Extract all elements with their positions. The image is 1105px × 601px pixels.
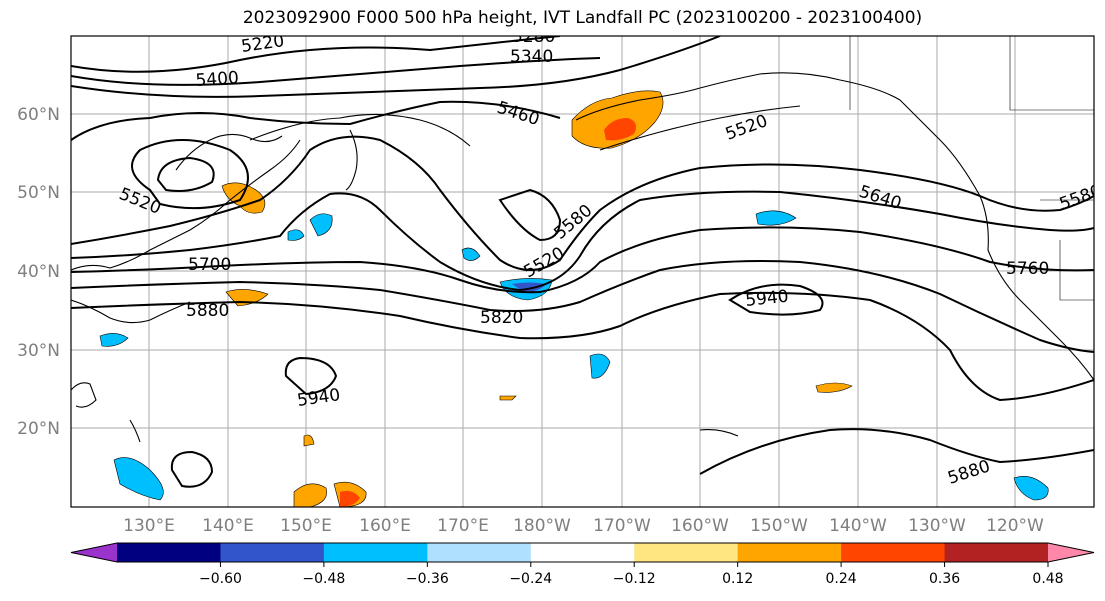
lon-label: 150°W [750, 516, 808, 536]
contour-label: 5280 [512, 27, 555, 47]
ivt-positive-area [815, 382, 853, 393]
lon-label: 160°W [671, 516, 729, 536]
contour-label: 5760 [1006, 259, 1049, 279]
ivt-shading [99, 90, 1049, 507]
ivt-positive-core [604, 118, 636, 141]
colorbar-segment [737, 543, 842, 562]
lat-label: 30°N [17, 341, 60, 361]
ivt-positive-area [303, 434, 315, 447]
lon-label: 140°E [202, 516, 254, 536]
latitude-labels: 60°N 50°N 40°N 30°N 20°N [17, 105, 60, 439]
colorbar-tick-label: 0.24 [826, 571, 857, 587]
lon-label: 130°E [123, 516, 175, 536]
map-frame [70, 35, 1095, 508]
colorbar: −0.60 −0.48 −0.36 −0.24 −0.12 0.12 0.24 0.36 0.4… [70, 542, 1095, 587]
lon-label: 120°W [986, 516, 1044, 536]
lon-label: 140°W [829, 516, 887, 536]
ivt-negative-area [287, 229, 305, 241]
contour-label: 5220 [240, 31, 286, 57]
lon-label: 130°W [908, 516, 966, 536]
lat-label: 50°N [17, 183, 60, 203]
map-title: 2023092900 F000 500 hPa height, IVT Land… [242, 8, 923, 28]
ivt-negative-area [589, 353, 611, 379]
colorbar-tick-label: −0.24 [509, 571, 552, 587]
lon-label: 180°W [513, 516, 571, 536]
ivt-negative-area [1013, 476, 1049, 501]
colorbar-tick-label: 0.12 [722, 571, 753, 587]
contour-label: 5400 [195, 68, 240, 91]
colorbar-tick-label: −0.36 [406, 571, 449, 587]
ivt-positive-area [293, 483, 327, 507]
ivt-negative-area [113, 457, 164, 501]
contour-label: 5340 [510, 47, 553, 67]
colorbar-tick-label: 0.48 [1032, 571, 1063, 587]
colorbar-tick-label: −0.60 [199, 571, 242, 587]
ivt-positive-core [340, 490, 360, 507]
ivt-negative-area [309, 213, 333, 237]
lat-label: 20°N [17, 419, 60, 439]
contour-label: 5820 [480, 308, 523, 328]
longitude-labels: 130°E 140°E 150°E 160°E 170°E 180°W 170°… [123, 516, 1044, 536]
height-contours [71, 36, 1094, 488]
lon-label: 170°E [437, 516, 489, 536]
contour-label: 5880 [186, 301, 229, 321]
lon-label: 160°E [359, 516, 411, 536]
colorbar-segment [944, 543, 1049, 562]
ivt-negative-area [461, 247, 481, 261]
colorbar-segment [427, 543, 532, 562]
colorbar-segment [634, 543, 739, 562]
lat-label: 60°N [17, 105, 60, 125]
colorbar-segment [530, 543, 635, 562]
colorbar-segment [220, 543, 325, 562]
ivt-positive-area [499, 395, 517, 401]
colorbar-segment [117, 543, 221, 562]
ivt-negative-area [99, 333, 129, 347]
colorbar-outline [70, 542, 1095, 563]
lon-label: 150°E [280, 516, 332, 536]
colorbar-segment [323, 543, 428, 562]
lon-label: 170°W [593, 516, 651, 536]
colorbar-extension-low [71, 543, 117, 562]
lat-label: 40°N [17, 262, 60, 282]
colorbar-tick-label: −0.12 [613, 571, 656, 587]
colorbar-segment [841, 543, 946, 562]
colorbar-tick-label: 0.36 [929, 571, 960, 587]
colorbar-tick-label: −0.48 [302, 571, 345, 587]
ivt-negative-area [755, 210, 797, 226]
contour-label: 5940 [744, 287, 789, 311]
contour-label: 5700 [188, 255, 231, 275]
colorbar-extension-high [1048, 543, 1094, 562]
